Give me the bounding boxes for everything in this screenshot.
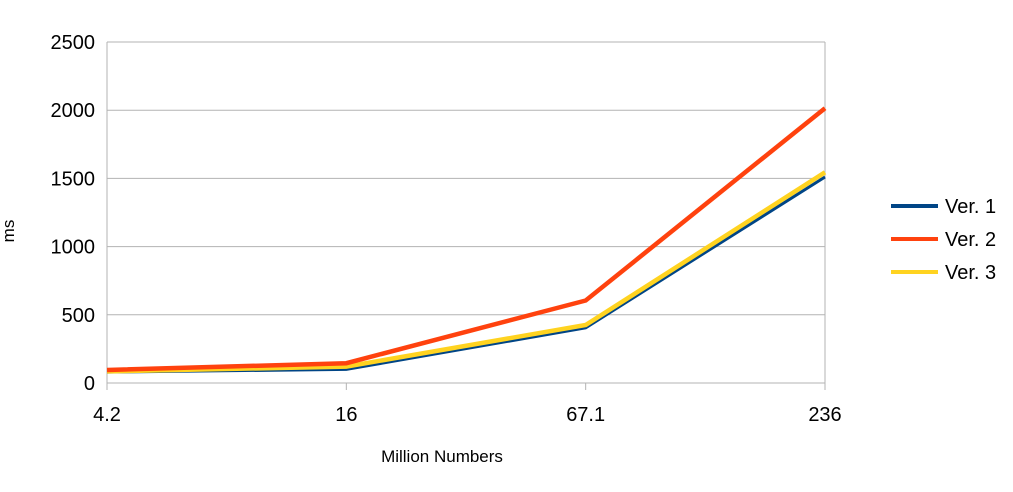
x-axis-tick-labels: 4.2 16 67.1 236	[93, 404, 842, 426]
series-lines	[106, 106, 827, 374]
legend-label-ver-3: Ver. 3	[945, 262, 996, 284]
y-axis-tick-labels: 0 500 1000 1500 2000 2500	[51, 32, 96, 395]
plot-area	[106, 42, 826, 390]
y-tick-label: 0	[84, 373, 95, 395]
legend: Ver. 1 Ver. 2 Ver. 3	[891, 196, 996, 284]
x-tick-label: 67.1	[566, 404, 605, 426]
legend-label-ver-2: Ver. 2	[945, 229, 996, 251]
x-axis-title: Million Numbers	[381, 447, 503, 466]
x-tick-label: 16	[335, 404, 357, 426]
y-tick-label: 2000	[51, 100, 96, 122]
x-tick-label: 236	[808, 404, 841, 426]
legend-label-ver-1: Ver. 1	[945, 196, 996, 218]
x-tick-label: 4.2	[93, 404, 121, 426]
series-line-ver-2	[106, 106, 827, 373]
series-line-ver-1	[106, 175, 826, 374]
y-tick-label: 1000	[51, 237, 96, 259]
y-tick-label: 2500	[51, 32, 96, 54]
y-tick-label: 500	[62, 305, 95, 327]
y-tick-label: 1500	[51, 168, 96, 190]
y-axis-title: ms	[0, 220, 18, 243]
series-line-ver-3	[106, 170, 827, 374]
